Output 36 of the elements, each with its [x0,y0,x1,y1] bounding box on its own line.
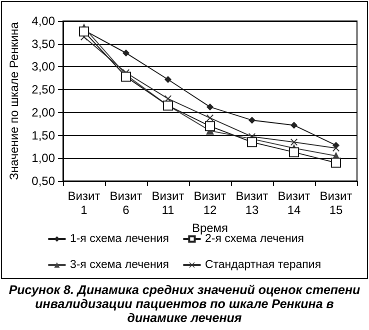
legend-label: 2-я схема лечения [204,233,304,245]
point [290,138,298,146]
y-tick-label: 1,50 [32,128,56,142]
point [79,26,89,37]
x-tick-label: Визит 14 [278,189,311,217]
point [164,76,172,84]
y-tick-label: 3,00 [32,60,56,74]
x-tick-label: Визит 11 [152,189,185,217]
point [289,147,299,158]
y-tick-label: 2,00 [32,105,56,120]
point [248,116,256,124]
point [205,121,215,132]
x-tick-label: Визит 1 [68,189,101,217]
point [331,158,341,168]
legend-label: 3-я схема лечения [70,259,169,271]
x-tick-label: Визит 15 [320,189,353,217]
point [206,103,214,110]
y-tick-label: 0,50 [32,174,56,188]
y-tick-label: 2,50 [32,82,56,97]
x-tick-label: Визит 12 [194,189,227,217]
y-tick-label: 1,00 [32,151,56,166]
point [122,50,130,56]
legend-label: 1-я схема лечения [70,233,169,245]
point [206,114,214,122]
point [290,122,298,129]
x-tick-label: Визит 6 [110,189,143,217]
y-tick-label: 4,00 [32,14,56,28]
point [247,137,257,148]
y-axis-title: Значение по шкале Ренкина [7,22,21,180]
y-tick-label: 3,50 [32,36,56,51]
point [121,72,131,82]
point [332,144,340,152]
x-tick-label: Визит 13 [236,189,269,217]
x-axis-title: Время [192,220,228,235]
text: Рисунок 8. Динамика средних значений оценок степени инвалидизации пациентов по шкале Ренкина в динамике лечения [8,283,362,325]
legend-label: Стандартная терапия [204,259,322,271]
